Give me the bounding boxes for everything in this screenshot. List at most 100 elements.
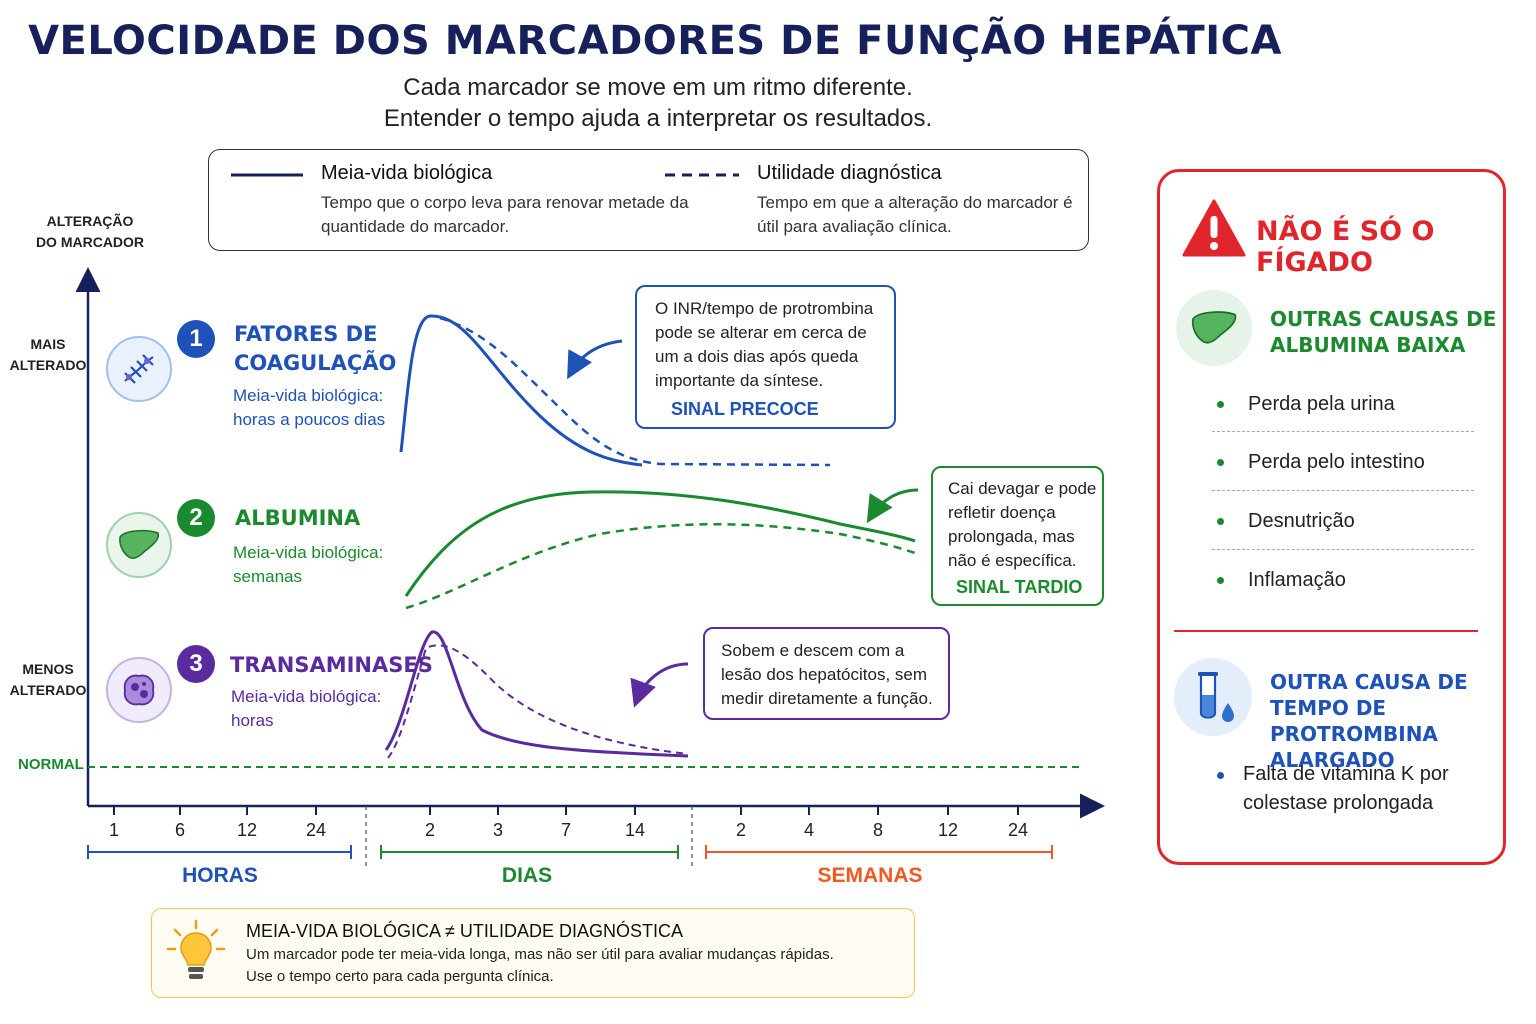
callout-2-line-2: refletir doença: [948, 503, 1056, 522]
band-label-weeks: SEMANAS: [817, 864, 923, 887]
timeline-chart: [75, 267, 1105, 866]
tick-label-hours-24: 24: [305, 820, 327, 840]
albumin-causes-title-line-1: OUTRAS CAUSAS DE: [1270, 307, 1497, 331]
bullet-icon: [1217, 401, 1224, 408]
section-divider: [1174, 630, 1478, 632]
days-band-bracket: [380, 845, 679, 859]
marker-3-number-badge: 3: [177, 645, 215, 683]
callout-1-line-2: pode se alterar em cerca de: [655, 323, 867, 342]
marker-3-halflife: Meia-vida biológica: horas: [231, 685, 381, 733]
callout-transaminases: Sobem e descem com a lesão dos hepatócit…: [703, 627, 950, 720]
marker-3-name: TRANSAMINASES: [230, 653, 433, 677]
lightbulb-icon: [166, 919, 226, 979]
albumin-halflife-curve: [404, 490, 916, 597]
pt-cause-title-line-1: OUTRA CAUSA DE: [1270, 670, 1468, 694]
tick-label-weeks-2: 2: [735, 820, 746, 840]
tip-line-1: Um marcador pode ter meia-vida longa, ma…: [246, 946, 834, 963]
albumin-cause-item: Perda pelo intestino: [1217, 451, 1425, 474]
marker-1-name: FATORES DE COAGULAÇÃO: [234, 320, 396, 378]
early-signal-tag: SINAL PRECOCE: [671, 399, 819, 419]
y-axis-title-line-1: ALTERAÇÃO: [46, 213, 134, 229]
band-label-days: DIAS: [501, 864, 553, 887]
albumin-causes-title: OUTRAS CAUSAS DE ALBUMINA BAIXA: [1270, 306, 1496, 358]
legend-box: Meia-vida biológica Tempo que o corpo le…: [208, 149, 1089, 251]
y-high-label: MAIS ALTERADO: [6, 334, 90, 376]
callout-3-line-3: medir diretamente a função.: [721, 689, 933, 708]
tick-label-days-14: 14: [624, 820, 646, 840]
marker-2-halflife-line-1: Meia-vida biológica:: [233, 543, 384, 562]
divider: [1212, 431, 1474, 432]
bullet-icon: [1217, 459, 1224, 466]
albumin-cause-item: Perda pela urina: [1217, 393, 1395, 416]
callout-arrow-transaminases: [630, 662, 689, 708]
divider: [1212, 490, 1474, 491]
tick-label-hours-1: 1: [108, 820, 119, 840]
dashed-line-legend-icon: [665, 173, 739, 177]
bullet-icon: [1217, 577, 1224, 584]
albumin-cause-item: Desnutrição: [1217, 510, 1355, 533]
y-axis-title-line-2: DO MARCADOR: [35, 234, 145, 250]
coagulation-halflife-curve: [399, 314, 643, 467]
normal-label: NORMAL: [18, 756, 84, 773]
callout-albumin: Cai devagar e pode refletir doença prolo…: [931, 466, 1104, 606]
y-high-line-2: ALTERADO: [9, 357, 87, 373]
tip-line-2: Use o tempo certo para cada pergunta clí…: [246, 968, 554, 985]
warning-icon: [1182, 199, 1246, 257]
legend-solid-desc: Tempo que o corpo leva para renovar meta…: [321, 193, 689, 236]
pt-cause-title: OUTRA CAUSA DE TEMPO DE PROTROMBINA ALAR…: [1270, 669, 1503, 773]
callout-arrow-coagulation: [567, 339, 623, 380]
hepatocyte-icon: [106, 657, 172, 723]
page-title: VELOCIDADE DOS MARCADORES DE FUNÇÃO HEPÁ…: [28, 18, 1282, 64]
callout-3-line-2: lesão dos hepatócitos, sem: [721, 665, 928, 684]
tip-title: MEIA-VIDA BIOLÓGICA ≠ UTILIDADE DIAGNÓST…: [246, 921, 683, 941]
albumin-diagnostic-curve: [405, 523, 916, 610]
callout-2-line-1: Cai devagar e pode: [948, 479, 1097, 498]
tick-label-weeks-12: 12: [937, 820, 959, 840]
side-panel: NÃO É SÓ O FÍGADO OUTRAS CAUSAS DE ALBUM…: [1157, 169, 1506, 865]
legend-dashed-desc: Tempo em que a alteração do marcador é ú…: [757, 193, 1073, 236]
marker-2-halflife-line-2: semanas: [233, 567, 302, 586]
pt-cause-item: Falta de vitamina K por colestase prolon…: [1243, 760, 1449, 818]
weeks-band-bracket: [705, 845, 1053, 859]
tick-label-days-2: 2: [424, 820, 435, 840]
band-label-hours: HORAS: [182, 864, 258, 887]
y-high-line-1: MAIS: [30, 336, 66, 352]
test-tube-icon: [1174, 658, 1252, 736]
transaminases-halflife-curve: [384, 630, 689, 758]
callout-2-line-4: não é específica.: [948, 551, 1077, 570]
late-signal-tag: SINAL TARDIO: [956, 577, 1083, 597]
marker-3-halflife-line-2: horas: [231, 711, 274, 730]
callout-coagulation: O INR/tempo de protrombina pode se alter…: [635, 285, 896, 429]
tick-label-weeks-24: 24: [1007, 820, 1029, 840]
legend-dashed-title: Utilidade diagnóstica: [757, 162, 942, 184]
marker-2-halflife: Meia-vida biológica: semanas: [233, 541, 383, 589]
tick-label-hours-6: 6: [174, 820, 185, 840]
marker-1-name-line-1: FATORES DE: [234, 322, 378, 346]
callout-3-line-1: Sobem e descem com a: [721, 641, 905, 660]
pt-cause-title-line-3: ALARGADO: [1270, 748, 1395, 772]
callout-1-line-3: um a dois dias após queda: [655, 347, 859, 366]
side-panel-title: NÃO É SÓ O FÍGADO: [1256, 216, 1435, 278]
y-axis-title: ALTERAÇÃO DO MARCADOR: [20, 211, 160, 253]
tick-label-days-7: 7: [560, 820, 571, 840]
y-low-line-2: ALTERADO: [9, 682, 87, 698]
tick-label-weeks-4: 4: [803, 820, 814, 840]
albumin-cause-4: Inflamação: [1248, 569, 1346, 591]
coagulation-diagnostic-curve: [439, 316, 831, 467]
y-low-line-1: MENOS: [22, 661, 74, 677]
albumin-cause-2: Perda pelo intestino: [1248, 451, 1425, 473]
marker-2-name: ALBUMINA: [235, 506, 361, 530]
marker-1-name-line-2: COAGULAÇÃO: [234, 351, 397, 375]
tick-label-hours-12: 12: [236, 820, 258, 840]
hours-band-bracket: [87, 845, 352, 859]
albumin-causes-title-line-2: ALBUMINA BAIXA: [1270, 333, 1466, 357]
pt-cause-item-line-1: Falta de vitamina K por: [1243, 763, 1449, 785]
subtitle-line-1: Cada marcador se move em um ritmo difere…: [403, 74, 913, 101]
bullet-icon: [1217, 772, 1224, 779]
liver-icon: [106, 512, 172, 578]
bullet-icon: [1217, 518, 1224, 525]
marker-1-halflife-line-2: horas a poucos dias: [233, 410, 386, 429]
albumin-cause-3: Desnutrição: [1248, 510, 1355, 532]
marker-1-halflife-line-1: Meia-vida biológica:: [233, 386, 384, 405]
y-low-label: MENOS ALTERADO: [6, 659, 90, 701]
